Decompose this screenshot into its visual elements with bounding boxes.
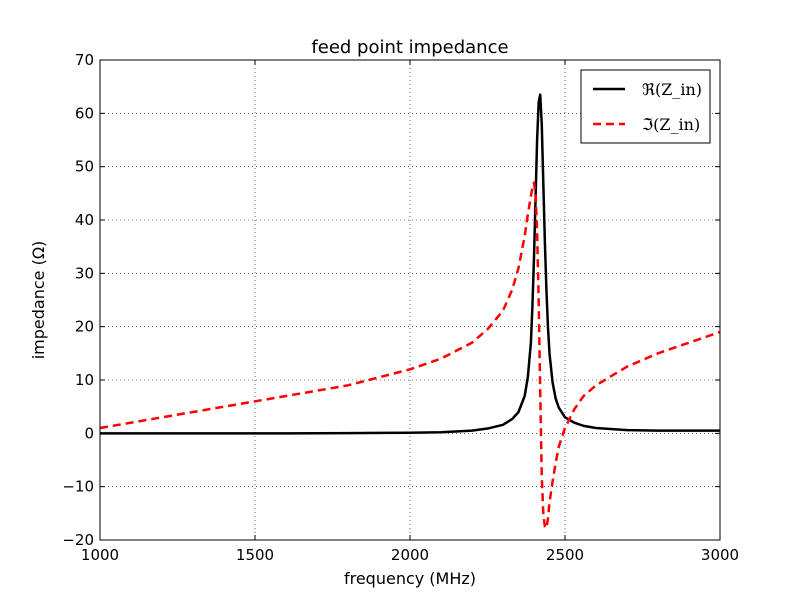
x-tick-label: 1000 (81, 546, 119, 564)
x-tick-label: 2500 (546, 546, 584, 564)
y-axis-label: impedance (Ω) (29, 241, 48, 360)
x-axis-label: frequency (MHz) (344, 569, 476, 588)
y-tick-label: 70 (75, 51, 94, 69)
x-tick-label: 1500 (236, 546, 274, 564)
y-tick-label: 60 (75, 104, 94, 122)
legend-box (580, 69, 711, 144)
x-tick-label: 3000 (701, 546, 739, 564)
y-tick-label: 0 (84, 424, 94, 442)
y-tick-label: 10 (75, 371, 94, 389)
series-real-line (100, 93, 720, 435)
legend-entry-real: ℜ(Z_in) (642, 80, 702, 99)
x-axis-ticks: 1000 1500 2000 2500 3000 (81, 60, 739, 564)
legend-entry-imag: ℑ(Z_in) (642, 115, 700, 134)
chart-title: feed point impedance (311, 37, 508, 58)
y-tick-label: 20 (75, 318, 94, 336)
y-tick-label: −10 (62, 478, 94, 496)
y-tick-label: 50 (75, 158, 94, 176)
x-tick-label: 2000 (391, 546, 429, 564)
y-tick-label: 40 (75, 211, 94, 229)
legend: ℜ(Z_in) ℑ(Z_in) (580, 69, 711, 144)
series-imag-line (100, 181, 720, 530)
series-layer (100, 93, 720, 530)
y-tick-label: −20 (62, 531, 94, 549)
y-tick-label: 30 (75, 264, 94, 282)
y-axis-ticks: −20 −10 0 10 20 30 40 50 60 70 (62, 51, 720, 549)
